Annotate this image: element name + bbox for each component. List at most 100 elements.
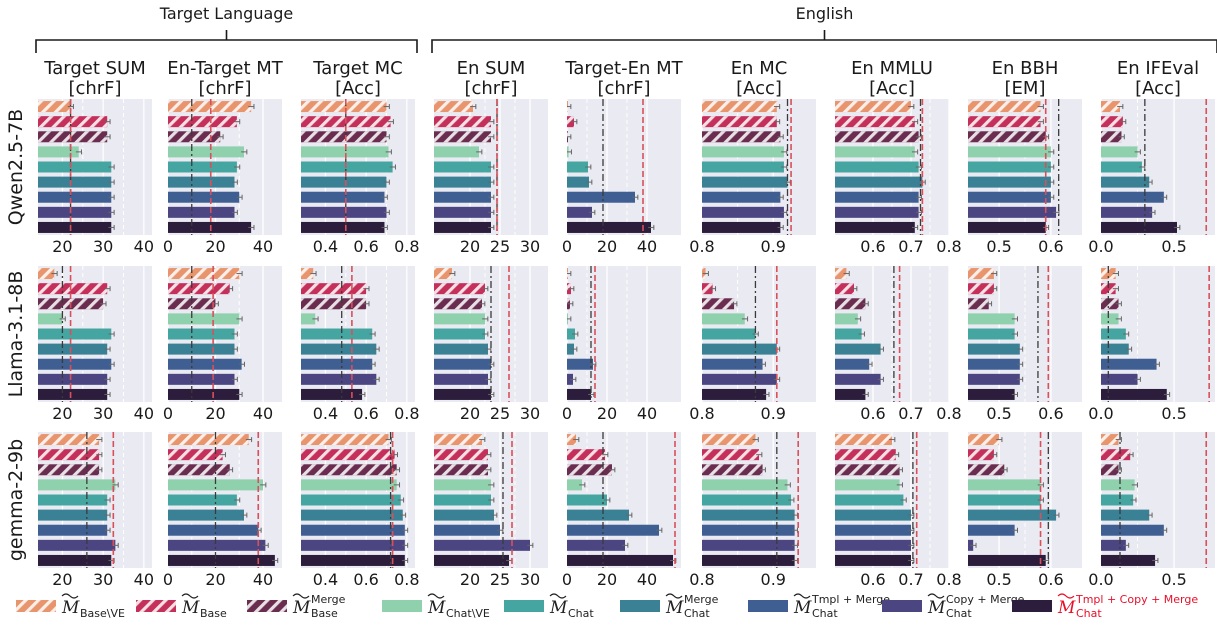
bar <box>1101 524 1164 536</box>
bar <box>968 343 1020 355</box>
panel: 0.8 0.9 <box>689 432 816 589</box>
bar <box>567 373 573 385</box>
legend-swatch <box>504 600 544 612</box>
tick-label: 40 <box>134 404 154 423</box>
panel: 0 20 40 <box>562 99 681 256</box>
tick-label: 40 <box>253 237 273 256</box>
tick-label: 40 <box>253 404 273 423</box>
bar <box>168 221 252 233</box>
tick-label: 0.0 <box>1088 404 1113 423</box>
bar-hatch <box>434 434 482 446</box>
tick-label: 0 <box>562 404 572 423</box>
bar <box>835 388 866 400</box>
legend-item: M Chat\VE <box>382 593 490 620</box>
legend-swatch <box>748 600 788 612</box>
bar <box>434 313 485 325</box>
legend-tilde <box>665 593 683 599</box>
bar <box>968 494 1041 506</box>
bar <box>702 343 777 355</box>
bar <box>434 146 479 158</box>
bar <box>1101 388 1167 400</box>
bar-hatch <box>301 101 387 113</box>
tick-label: 0.6 <box>860 570 885 589</box>
bar <box>38 146 79 158</box>
tick-label: 40 <box>637 237 657 256</box>
panel: 20 30 40 <box>38 266 154 423</box>
legend-superscript: Tmpl + Copy + Merge <box>1075 593 1198 606</box>
bar <box>968 313 1015 325</box>
tick-label: 0.6 <box>1038 237 1063 256</box>
bar <box>567 328 575 340</box>
bar <box>434 191 491 203</box>
bar <box>434 206 491 218</box>
bar-hatch <box>567 434 576 446</box>
bar <box>835 221 915 233</box>
bar <box>301 206 387 218</box>
tick-label: 0.4 <box>313 570 338 589</box>
bar <box>38 176 112 188</box>
bar <box>702 494 792 506</box>
tick-label: 0.7 <box>898 237 923 256</box>
bar <box>567 343 574 355</box>
legend-symbol: M <box>61 598 80 618</box>
legend-subscript: Chat <box>1076 607 1102 620</box>
bar <box>301 328 373 340</box>
bar <box>835 539 911 551</box>
bar <box>38 479 116 491</box>
tick-label: 20 <box>597 570 617 589</box>
legend-subscript: Chat\VE <box>446 607 490 620</box>
legend-swatch-hatch <box>16 600 56 612</box>
bar <box>835 161 919 173</box>
panel: 0.4 0.6 0.8 <box>301 99 420 256</box>
tick-label: 25 <box>490 570 510 589</box>
legend-tilde <box>1057 593 1075 599</box>
tick-label: 20 <box>52 404 72 423</box>
bar-hatch <box>38 434 100 446</box>
bar <box>38 328 112 340</box>
panel: 0 20 40 <box>562 266 681 423</box>
tick-label: 0.5 <box>1161 404 1186 423</box>
bar <box>168 328 235 340</box>
tick-label: 30 <box>520 570 540 589</box>
bar <box>968 191 1051 203</box>
legend-subscript: Chat <box>684 607 710 620</box>
bar-hatch <box>168 116 237 128</box>
bar <box>702 161 784 173</box>
bar-hatch <box>301 449 395 461</box>
panel: 0.4 0.6 0.8 <box>301 432 420 589</box>
column-title: En IFEval <box>1117 58 1199 79</box>
legend-swatch-hatch <box>136 600 176 612</box>
column-metric: [chrF] <box>198 78 251 99</box>
legend-swatch <box>382 600 422 612</box>
bar <box>968 328 1015 340</box>
bar <box>1101 358 1157 370</box>
bar-hatch <box>702 131 781 143</box>
column-title: Target MC <box>312 58 403 79</box>
bar <box>168 313 240 325</box>
tick-label: 30 <box>93 404 113 423</box>
bar <box>702 146 784 158</box>
tick-label: 20 <box>205 237 225 256</box>
bar <box>168 388 240 400</box>
panel: 20 25 30 <box>434 99 548 256</box>
bar-hatch <box>301 283 367 295</box>
bar-hatch <box>38 131 108 143</box>
bar <box>702 328 756 340</box>
legend-subscript: Base <box>311 607 338 620</box>
bar <box>567 479 582 491</box>
bar <box>567 358 593 370</box>
bar <box>434 554 509 566</box>
bar <box>434 328 485 340</box>
bar <box>434 494 491 506</box>
group-header-label: Target Language <box>159 4 294 23</box>
bar <box>702 191 781 203</box>
bar-hatch <box>434 283 485 295</box>
tick-label: 20 <box>205 570 225 589</box>
bar-hatch <box>168 283 230 295</box>
bar <box>968 509 1057 521</box>
bar <box>835 328 862 340</box>
column-metric: [Acc] <box>869 78 915 99</box>
